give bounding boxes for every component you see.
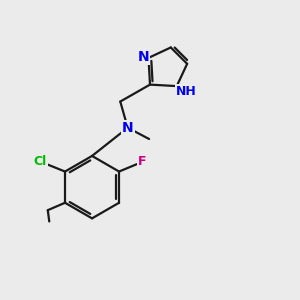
Text: F: F — [138, 155, 146, 168]
Text: N: N — [122, 121, 134, 135]
Text: Cl: Cl — [33, 155, 47, 168]
Text: N: N — [137, 50, 149, 64]
Text: NH: NH — [176, 85, 196, 98]
